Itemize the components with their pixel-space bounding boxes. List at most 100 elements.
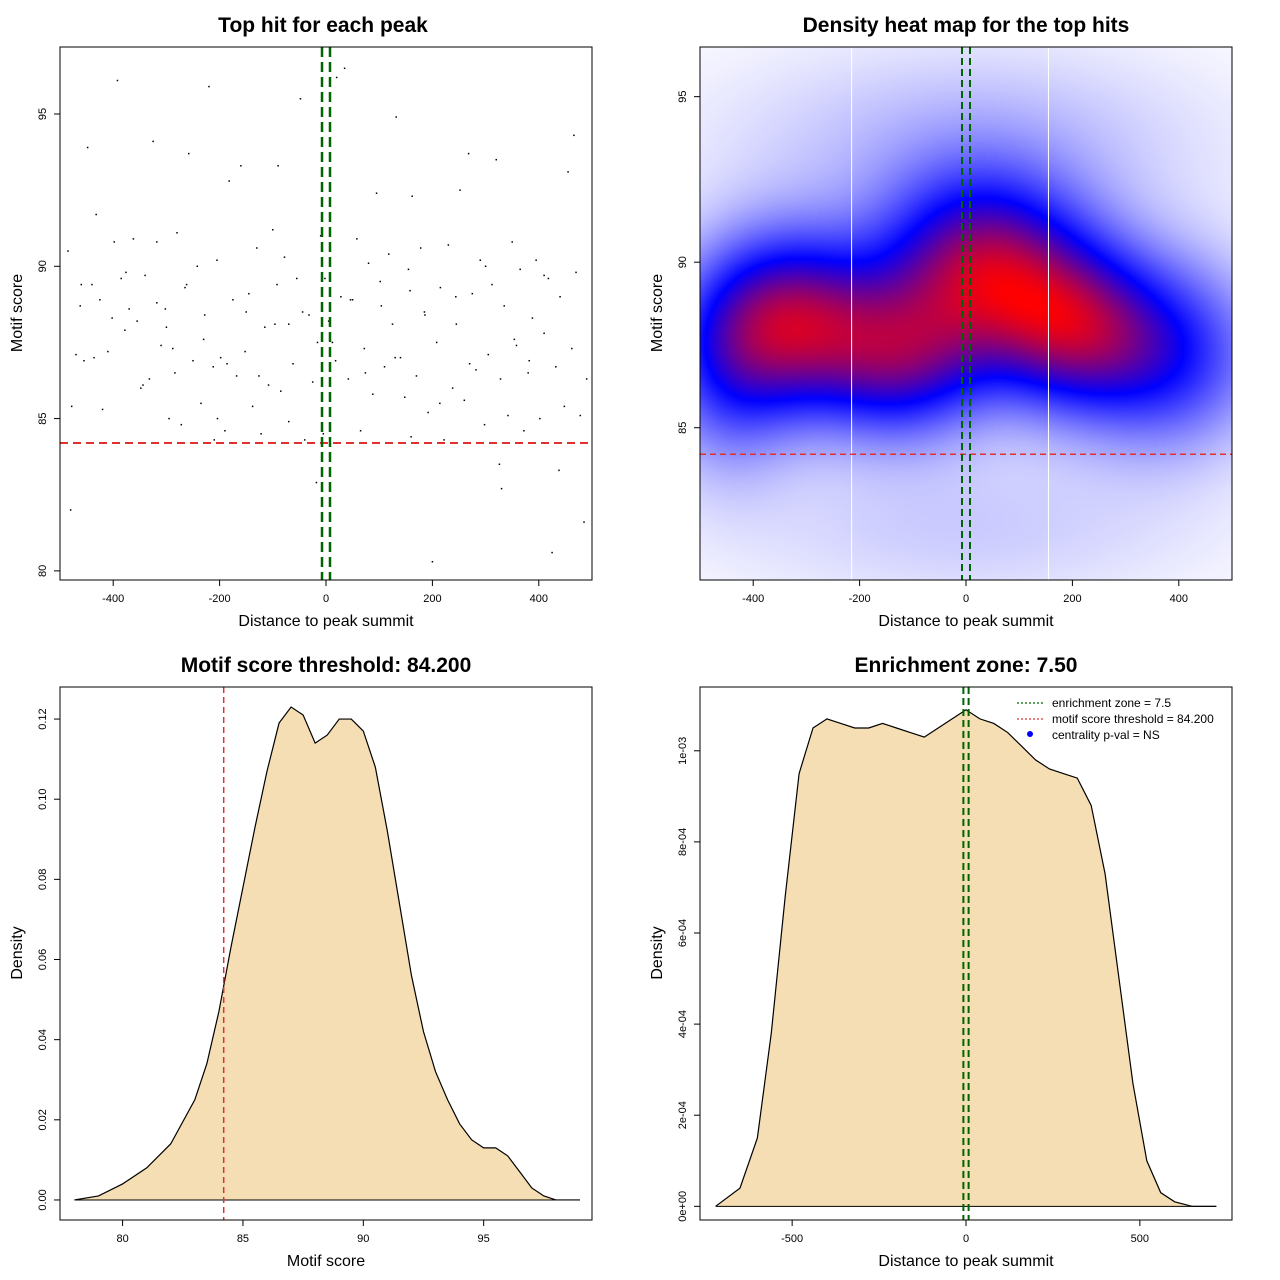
scatter-point [455,296,457,298]
scatter-point [202,338,205,341]
scatter-point [528,359,530,362]
y-axis-label: Motif score [649,274,666,352]
scatter-point [409,289,411,292]
scatter-point [152,140,154,143]
scatter-point [340,296,342,298]
scatter-point [399,356,402,359]
scatter-point [475,369,477,371]
scatter-point [583,521,585,523]
scatter-point [498,463,501,466]
scatter-point [132,238,135,240]
scatter-point [156,302,158,304]
scatter-point [331,341,334,344]
y-tick-label: 2e-04 [677,1101,689,1129]
scatter-point [299,98,302,100]
scatter-point [160,344,162,347]
x-tick-label: -200 [849,593,871,605]
y-tick-label: 80 [37,565,49,577]
scatter-point [235,375,238,377]
panel-title: Density heat map for the top hits [803,14,1130,37]
scatter-point [547,277,550,280]
scatter-point [343,67,346,70]
scatter-point [351,299,354,301]
scatter-point [216,259,218,261]
scatter-point [156,241,158,243]
scatter-point [356,238,358,240]
scatter-point [244,350,246,353]
scatter-point [168,417,170,420]
scatter-point [107,350,109,353]
scatter-point [375,192,378,194]
scatter-point [144,274,146,277]
x-tick-label: -500 [781,1233,803,1245]
x-tick-label: -200 [209,593,231,605]
scatter-point [395,116,397,118]
x-tick-label: 85 [237,1233,249,1245]
scatter-point [260,433,262,435]
scatter-point [256,247,258,249]
y-tick-label: 8e-04 [677,828,689,856]
scatter-point [232,299,234,301]
scatter-point [523,430,525,432]
scatter-point [359,430,362,432]
y-tick-label: 0.02 [37,1109,49,1130]
scatter-point [439,402,441,405]
scatter-point [192,359,194,362]
panel-title: Motif score threshold: 84.200 [181,654,472,677]
x-axis-label: Distance to peak summit [878,1253,1054,1270]
scatter-point [411,195,413,197]
scatter-point [79,305,81,307]
scatter-point [240,165,242,167]
scatter-point [455,323,458,325]
scatter-point [185,283,188,286]
y-tick-label: 85 [37,412,49,424]
scatter-point [277,165,279,167]
scatter-point [487,353,490,356]
x-tick-label: -400 [102,593,124,605]
scatter-point [264,326,266,328]
scatter-point [142,384,144,386]
scatter-point [200,402,202,405]
scatter-point [423,311,426,313]
heatmap-canvas-wrapper [700,47,1232,580]
x-tick-label: 0 [963,593,969,605]
scatter-point [113,241,116,243]
scatter-point [435,341,438,344]
scatter-point [70,405,73,408]
scatter-point [559,296,561,298]
x-tick-label: 95 [478,1233,490,1245]
scatter-point [288,323,290,325]
scatter-point [551,551,553,554]
scatter-point [513,338,516,341]
y-tick-label: 0.00 [37,1189,49,1210]
scatter-point [213,439,216,441]
scatter-point [91,283,93,286]
y-tick-label: 0.10 [37,788,49,809]
scatter-point [274,323,276,325]
scatter-point [165,326,168,328]
density-curve [74,706,580,1201]
plot-area [60,47,592,580]
panel-heatmap: Density heat map for the top hits -400 -2… [649,14,1233,630]
scatter-point [95,213,97,216]
legend-zone-label: enrichment zone = 7.5 [1052,696,1171,710]
scatter-point [219,356,222,359]
y-tick-label: 0.06 [37,949,49,970]
y-tick-label: 95 [677,91,689,103]
heatmap-overlays [700,47,1232,580]
x-tick-label: 0 [323,593,329,605]
legend-threshold-label: motif score threshold = 84.200 [1052,712,1214,726]
scatter-point [258,375,260,377]
scatter-point [367,262,370,264]
y-tick-label: 0e+00 [677,1191,689,1222]
scatter-point [203,314,206,316]
scatter-point [515,344,518,347]
density-curve [715,709,1217,1207]
scatter-point [467,152,470,155]
panel-title: Enrichment zone: 7.50 [855,654,1078,677]
scatter-point [69,509,72,511]
scatter-point [424,314,426,316]
scatter-point [324,277,326,280]
scatter-point [208,85,210,88]
scatter-point [388,253,390,255]
